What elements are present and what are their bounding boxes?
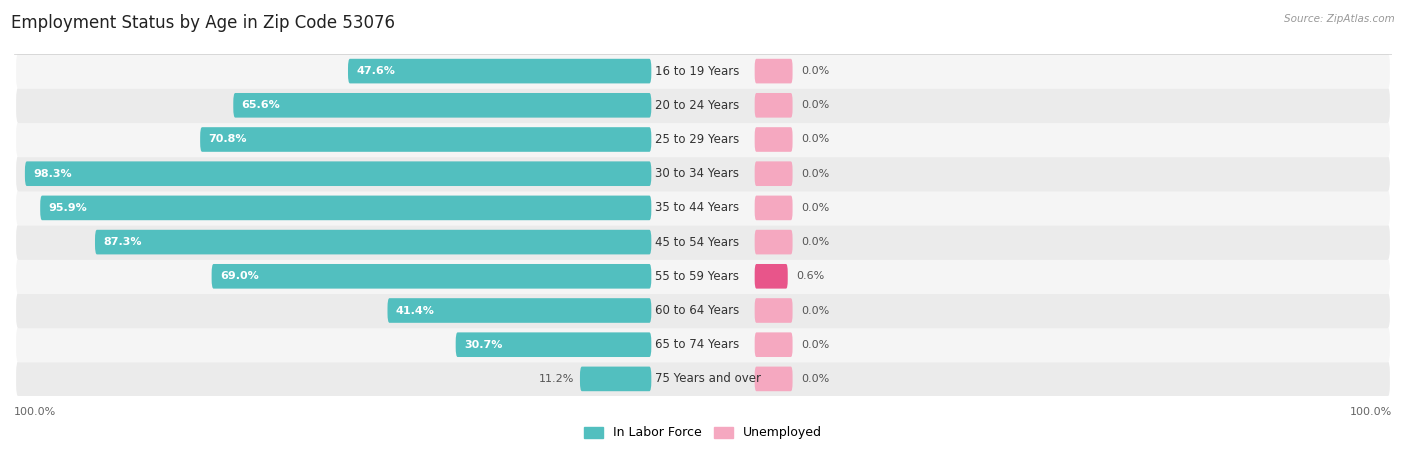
FancyBboxPatch shape [200, 127, 651, 152]
FancyBboxPatch shape [96, 230, 651, 254]
FancyBboxPatch shape [755, 264, 787, 288]
Text: 47.6%: 47.6% [356, 66, 395, 76]
FancyBboxPatch shape [349, 59, 651, 83]
FancyBboxPatch shape [15, 327, 1391, 362]
Text: 11.2%: 11.2% [538, 374, 575, 384]
Text: 55 to 59 Years: 55 to 59 Years [655, 270, 738, 283]
FancyBboxPatch shape [41, 196, 651, 220]
Text: 95.9%: 95.9% [48, 203, 87, 213]
Text: 65 to 74 Years: 65 to 74 Years [655, 338, 740, 351]
Text: 87.3%: 87.3% [103, 237, 142, 247]
FancyBboxPatch shape [25, 162, 651, 186]
Text: 45 to 54 Years: 45 to 54 Years [655, 236, 740, 248]
FancyBboxPatch shape [15, 361, 1391, 396]
FancyBboxPatch shape [755, 367, 793, 391]
Text: 98.3%: 98.3% [34, 169, 72, 179]
FancyBboxPatch shape [456, 333, 651, 357]
Text: 65.6%: 65.6% [242, 100, 280, 110]
Text: 30.7%: 30.7% [464, 340, 502, 350]
FancyBboxPatch shape [755, 298, 793, 323]
FancyBboxPatch shape [15, 122, 1391, 157]
Text: 25 to 29 Years: 25 to 29 Years [655, 133, 740, 146]
Text: 100.0%: 100.0% [1350, 407, 1392, 417]
FancyBboxPatch shape [388, 298, 651, 323]
FancyBboxPatch shape [15, 156, 1391, 191]
Legend: In Labor Force, Unemployed: In Labor Force, Unemployed [579, 422, 827, 445]
Text: 0.0%: 0.0% [801, 306, 830, 315]
FancyBboxPatch shape [755, 333, 793, 357]
Text: 0.0%: 0.0% [801, 135, 830, 144]
Text: 0.6%: 0.6% [796, 271, 824, 281]
FancyBboxPatch shape [212, 264, 651, 288]
FancyBboxPatch shape [233, 93, 651, 117]
Text: 0.0%: 0.0% [801, 100, 830, 110]
FancyBboxPatch shape [15, 88, 1391, 123]
FancyBboxPatch shape [15, 190, 1391, 225]
FancyBboxPatch shape [755, 59, 793, 83]
Text: 35 to 44 Years: 35 to 44 Years [655, 202, 740, 214]
Text: 0.0%: 0.0% [801, 374, 830, 384]
FancyBboxPatch shape [15, 259, 1391, 294]
Text: 75 Years and over: 75 Years and over [655, 373, 761, 385]
Text: 16 to 19 Years: 16 to 19 Years [655, 65, 740, 77]
Text: Employment Status by Age in Zip Code 53076: Employment Status by Age in Zip Code 530… [11, 14, 395, 32]
Text: 70.8%: 70.8% [208, 135, 247, 144]
Text: 0.0%: 0.0% [801, 169, 830, 179]
Text: 0.0%: 0.0% [801, 340, 830, 350]
FancyBboxPatch shape [579, 367, 651, 391]
Text: 100.0%: 100.0% [14, 407, 56, 417]
Text: Source: ZipAtlas.com: Source: ZipAtlas.com [1284, 14, 1395, 23]
FancyBboxPatch shape [755, 162, 793, 186]
Text: 60 to 64 Years: 60 to 64 Years [655, 304, 740, 317]
Text: 0.0%: 0.0% [801, 237, 830, 247]
FancyBboxPatch shape [755, 93, 793, 117]
FancyBboxPatch shape [15, 54, 1391, 89]
FancyBboxPatch shape [15, 293, 1391, 328]
Text: 20 to 24 Years: 20 to 24 Years [655, 99, 740, 112]
FancyBboxPatch shape [755, 127, 793, 152]
Text: 30 to 34 Years: 30 to 34 Years [655, 167, 738, 180]
Text: 0.0%: 0.0% [801, 66, 830, 76]
Text: 69.0%: 69.0% [219, 271, 259, 281]
Text: 0.0%: 0.0% [801, 203, 830, 213]
FancyBboxPatch shape [755, 230, 793, 254]
FancyBboxPatch shape [15, 225, 1391, 260]
Text: 41.4%: 41.4% [395, 306, 434, 315]
FancyBboxPatch shape [755, 196, 793, 220]
